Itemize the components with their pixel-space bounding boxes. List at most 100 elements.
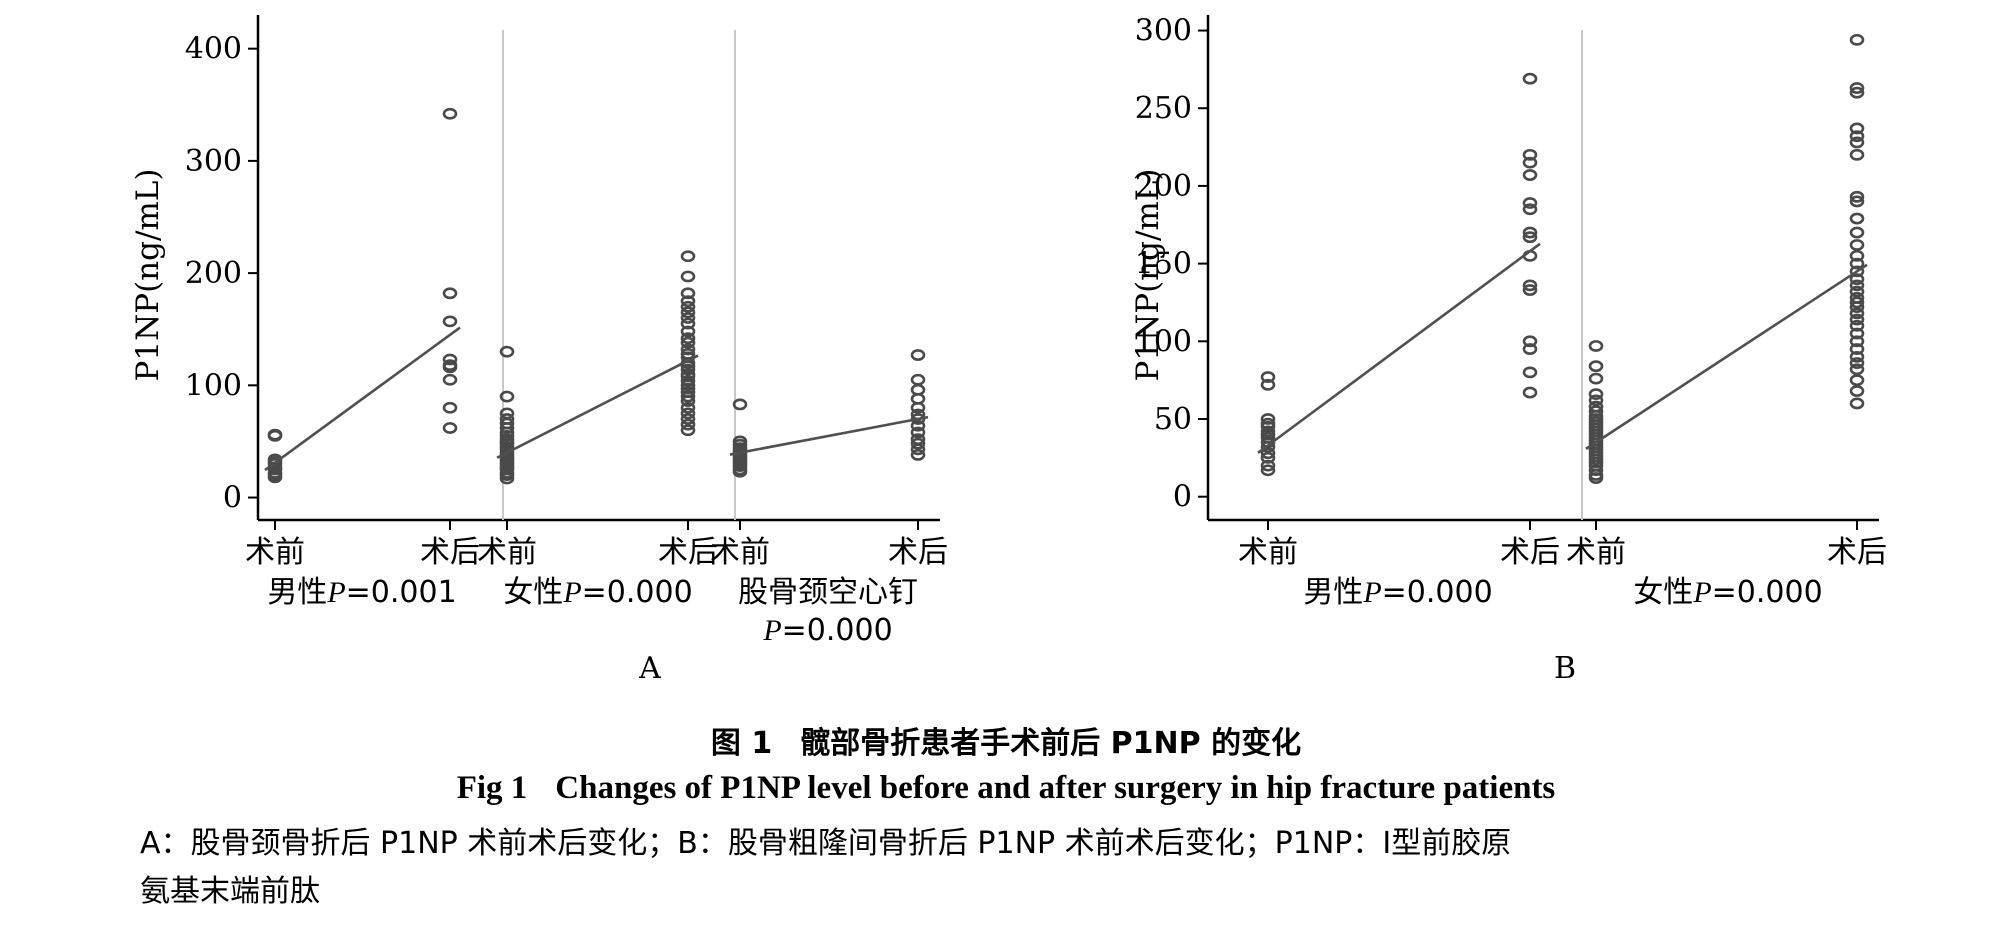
data-point [442, 401, 458, 414]
data-point [910, 426, 926, 439]
data-point [1849, 374, 1865, 387]
y-axis-title: P1NP(ng/mL) [1130, 169, 1166, 382]
data-point [1522, 203, 1538, 216]
group-label: 男性P=0.000 [1303, 575, 1492, 610]
data-point [442, 373, 458, 386]
y-tick-label: 0 [1173, 480, 1192, 515]
data-point [1522, 335, 1538, 348]
data-point [680, 287, 696, 300]
data-point [499, 345, 515, 358]
data-point [1522, 226, 1538, 239]
y-tick-label: 300 [1135, 14, 1192, 49]
data-point [1849, 343, 1865, 355]
data-point [1849, 257, 1865, 270]
data-point [910, 449, 926, 461]
figure-note-line-1: A：股骨颈骨折后 P1NP 术前术后变化；B：股骨粗隆间骨折后 P1NP 术前术… [140, 826, 1512, 861]
y-axis-title: P1NP(ng/mL) [130, 169, 166, 382]
data-point [1849, 357, 1865, 369]
x-tick-label: 术后 [1827, 535, 1887, 570]
data-point [499, 422, 515, 434]
data-point [680, 336, 696, 349]
data-point [1849, 86, 1865, 99]
data-point [910, 401, 926, 414]
y-tick-label: 300 [185, 144, 242, 179]
data-point [680, 374, 696, 387]
y-tick-label: 0 [223, 481, 242, 516]
data-point [442, 361, 458, 374]
data-point [1260, 371, 1276, 383]
data-point [680, 418, 696, 431]
data-point [680, 300, 696, 313]
data-point [1849, 313, 1865, 326]
data-point [1849, 363, 1865, 376]
caption-en-text: Changes of P1NP level before and after s… [555, 770, 1556, 806]
data-point [442, 422, 458, 434]
data-point [910, 419, 926, 432]
y-tick-label: 50 [1154, 402, 1192, 437]
data-point [442, 107, 458, 120]
data-point [680, 325, 696, 338]
data-point [1522, 156, 1538, 169]
data-point [680, 317, 696, 330]
data-point [1522, 197, 1538, 209]
y-tick-label: 200 [1135, 169, 1192, 204]
group-label: 女性P=0.000 [503, 575, 692, 610]
data-point [1260, 447, 1276, 460]
data-point [680, 312, 696, 324]
data-point [680, 401, 696, 414]
data-point [680, 250, 696, 263]
data-point [732, 465, 748, 478]
data-point [267, 471, 283, 484]
trend-line [496, 354, 699, 459]
x-tick-label: 术后 [1500, 535, 1560, 570]
data-point [1588, 405, 1604, 418]
data-point [1849, 122, 1865, 135]
data-point [732, 398, 748, 411]
data-point [1260, 413, 1276, 425]
data-point [680, 413, 696, 425]
data-point [1849, 285, 1865, 298]
data-point [1849, 195, 1865, 208]
trend-line [1257, 242, 1541, 454]
data-point [1588, 360, 1604, 373]
figure-caption-en: Fig 1 Changes of P1NP level before and af… [0, 770, 2012, 807]
data-point [680, 343, 696, 356]
data-point [1588, 388, 1604, 401]
data-point [1522, 279, 1538, 292]
data-point [1260, 378, 1276, 391]
y-tick-label: 100 [1135, 324, 1192, 359]
data-point [499, 390, 515, 403]
data-point [1849, 82, 1865, 94]
data-point [1849, 397, 1865, 410]
y-tick-label: 150 [1135, 247, 1192, 282]
x-tick-label: 术前 [477, 535, 537, 570]
data-point [442, 353, 458, 366]
data-point [680, 363, 696, 376]
data-point [1588, 472, 1604, 484]
data-point [1849, 307, 1865, 320]
data-point [910, 373, 926, 386]
data-point [1260, 420, 1276, 433]
caption-cn-text: 髋部骨折患者手术前后 P1NP 的变化 [800, 726, 1302, 761]
data-point [1588, 394, 1604, 407]
caption-en-fig: Fig 1 [456, 770, 528, 806]
x-tick-label: 术前 [1238, 535, 1298, 570]
data-point [1849, 265, 1865, 278]
trend-line [729, 415, 929, 456]
data-point [680, 306, 696, 319]
data-point [680, 407, 696, 420]
data-point [1849, 279, 1865, 292]
data-point [1849, 273, 1865, 286]
data-point [910, 349, 926, 361]
group-p-value: P=0.000 [762, 613, 892, 648]
data-point [1522, 386, 1538, 399]
panel-letter: B [1554, 651, 1576, 686]
data-point [442, 287, 458, 300]
data-point [1522, 169, 1538, 181]
data-point [680, 270, 696, 283]
data-point [1849, 319, 1865, 332]
